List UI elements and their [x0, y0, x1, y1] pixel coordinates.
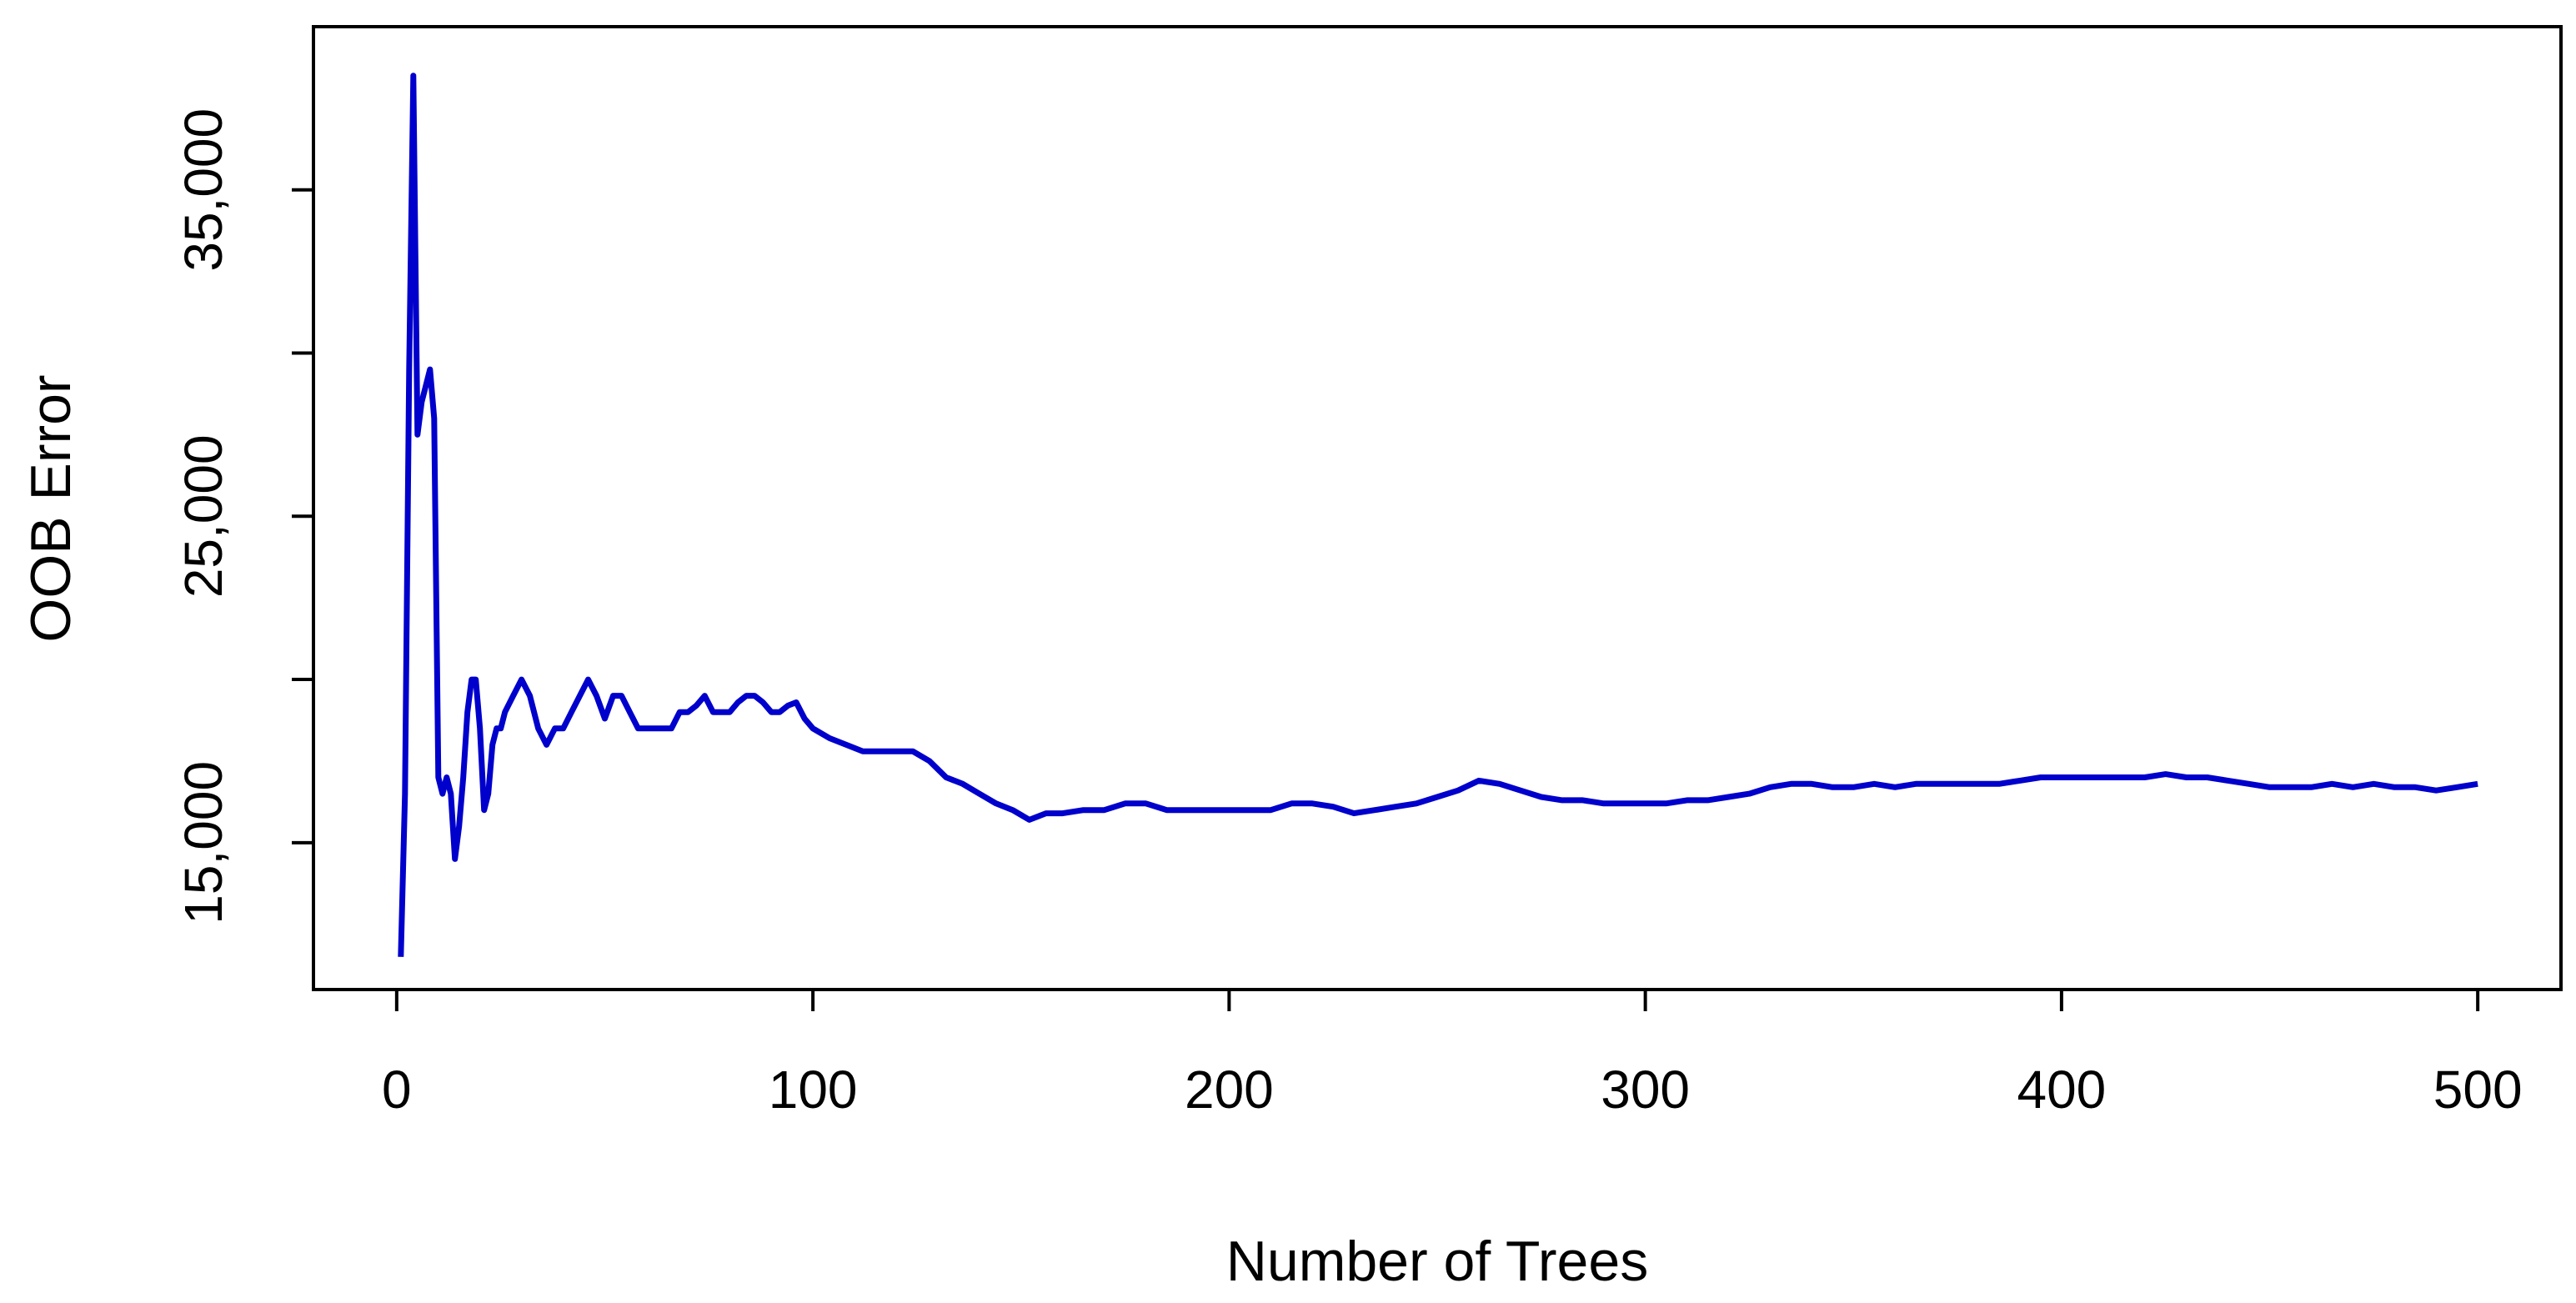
x-tick-label: 200 [1185, 1060, 1274, 1120]
x-tick-label: 500 [2433, 1060, 2523, 1120]
y-axis: 15,000 25,000 35,000 [173, 108, 313, 925]
y-tick-label: 25,000 [173, 434, 233, 598]
y-tick-label: 35,000 [173, 108, 233, 272]
x-axis-title: Number of Trees [1226, 1230, 1648, 1293]
x-tick-label: 100 [769, 1060, 858, 1120]
x-tick-label: 300 [1601, 1060, 1690, 1120]
oob-error-line [398, 73, 2478, 957]
x-axis: 0 100 200 300 400 500 [382, 988, 2523, 1120]
y-tick-label: 15,000 [173, 761, 233, 925]
x-tick-label: 400 [2017, 1060, 2106, 1120]
y-axis-title: OOB Error [19, 374, 83, 642]
x-tick-label: 0 [382, 1060, 412, 1120]
plot-frame [312, 25, 2563, 991]
